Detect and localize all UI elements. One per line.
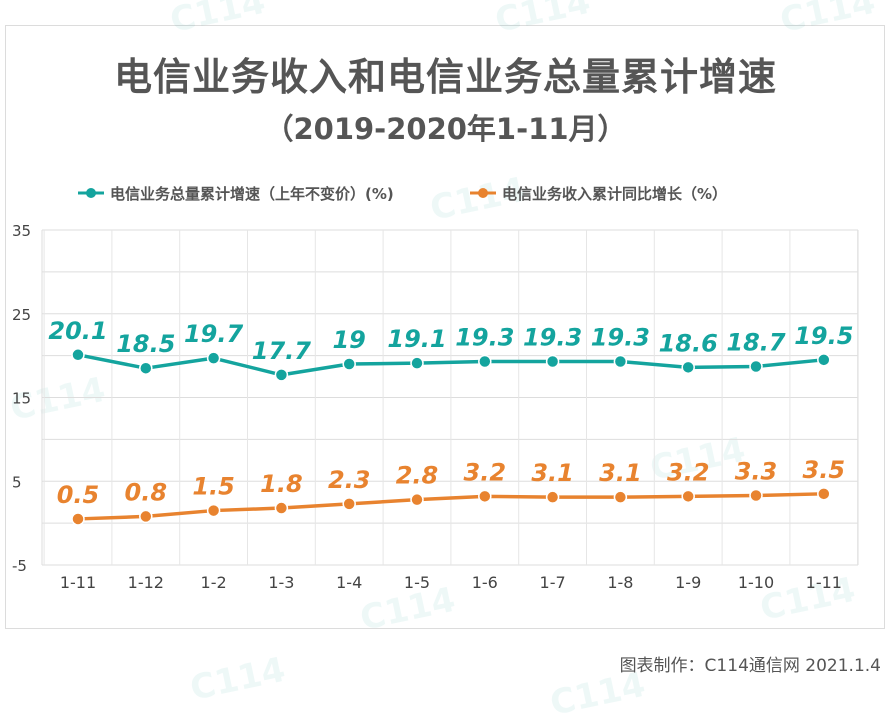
x-tick-label: 1-3 <box>268 573 294 592</box>
data-label: 3.3 <box>735 457 778 485</box>
data-label: 19 <box>332 326 365 354</box>
x-tick-label: 1-11 <box>806 573 842 592</box>
y-tick-label: 15 <box>12 390 31 408</box>
series-line <box>76 353 826 377</box>
y-tick-label: 25 <box>12 306 31 324</box>
watermark-logo: C114 <box>777 0 879 41</box>
data-label: 3.2 <box>464 458 507 486</box>
data-label: 17.7 <box>252 337 312 365</box>
x-tick-label: 1-2 <box>201 573 227 592</box>
data-label: 18.7 <box>726 329 786 357</box>
legend-label: 电信业务总量累计增速（上年不变价）(%) <box>110 185 394 203</box>
data-point <box>410 492 424 507</box>
x-tick-label: 1-6 <box>472 573 498 592</box>
data-point <box>274 501 289 515</box>
legend-label: 电信业务收入累计同比增长（%） <box>502 185 727 203</box>
data-point <box>613 354 628 369</box>
x-tick-label: 1-7 <box>540 573 566 592</box>
data-point <box>681 360 695 375</box>
data-label: 19.7 <box>184 320 244 348</box>
data-point <box>342 497 356 511</box>
x-tick-label: 1-12 <box>128 573 164 592</box>
data-label: 19.3 <box>591 323 650 351</box>
data-label: 20.1 <box>48 317 107 345</box>
x-tick-label: 1-9 <box>675 573 701 592</box>
chart-title: 电信业务收入和电信业务总量累计增速 <box>113 55 777 99</box>
x-tick-label: 1-4 <box>336 573 362 592</box>
data-label: 2.3 <box>328 466 371 494</box>
data-point <box>478 354 492 369</box>
data-label: 2.8 <box>396 462 439 490</box>
data-label: 19.5 <box>794 322 853 350</box>
data-point <box>749 359 763 374</box>
y-tick-label: -5 <box>12 557 27 575</box>
x-tick-label: 1-10 <box>738 573 774 592</box>
data-label: 1.8 <box>260 470 303 498</box>
data-point <box>206 503 221 518</box>
data-label: 19.1 <box>387 325 446 353</box>
data-point <box>410 356 424 370</box>
data-label: 18.6 <box>659 329 718 357</box>
data-label: 18.5 <box>116 330 175 358</box>
data-label: 3.1 <box>599 459 642 487</box>
data-point <box>71 512 85 526</box>
legend-marker <box>478 188 488 198</box>
data-label: 3.5 <box>803 456 846 484</box>
watermark-logo: C114 <box>167 0 269 41</box>
chart-frame <box>5 25 885 629</box>
data-point <box>749 488 763 503</box>
y-tick-label: 5 <box>12 473 22 491</box>
y-tick-label: 35 <box>12 222 31 240</box>
data-point <box>817 353 831 367</box>
chart-credit: 图表制作：C114通信网 2021.1.4 <box>619 656 881 676</box>
data-point <box>206 351 221 365</box>
legend-marker <box>86 188 96 198</box>
data-point <box>139 361 153 375</box>
data-label: 19.3 <box>523 323 582 351</box>
watermark-logo: C114 <box>187 650 289 709</box>
data-label: 3.1 <box>531 459 574 487</box>
data-point <box>613 490 628 504</box>
data-label: 19.3 <box>455 323 514 351</box>
data-label: 0.5 <box>57 481 100 509</box>
data-point <box>274 368 289 382</box>
data-point <box>71 348 85 362</box>
data-point <box>139 509 153 524</box>
data-point <box>478 489 492 504</box>
data-label: 3.2 <box>667 458 710 486</box>
x-tick-label: 1-8 <box>607 573 633 592</box>
watermark-logo: C114 <box>492 0 594 41</box>
data-point <box>681 489 695 504</box>
data-point <box>545 354 560 369</box>
chart-subtitle: （2019-2020年1-11月） <box>264 112 627 146</box>
x-tick-label: 1-5 <box>404 573 430 592</box>
data-point <box>545 490 560 504</box>
data-label: 1.5 <box>192 473 235 501</box>
x-tick-label: 1-11 <box>60 573 96 592</box>
data-label: 0.8 <box>125 478 168 506</box>
series-line <box>76 492 826 521</box>
data-point <box>817 487 831 501</box>
data-point <box>342 357 356 371</box>
